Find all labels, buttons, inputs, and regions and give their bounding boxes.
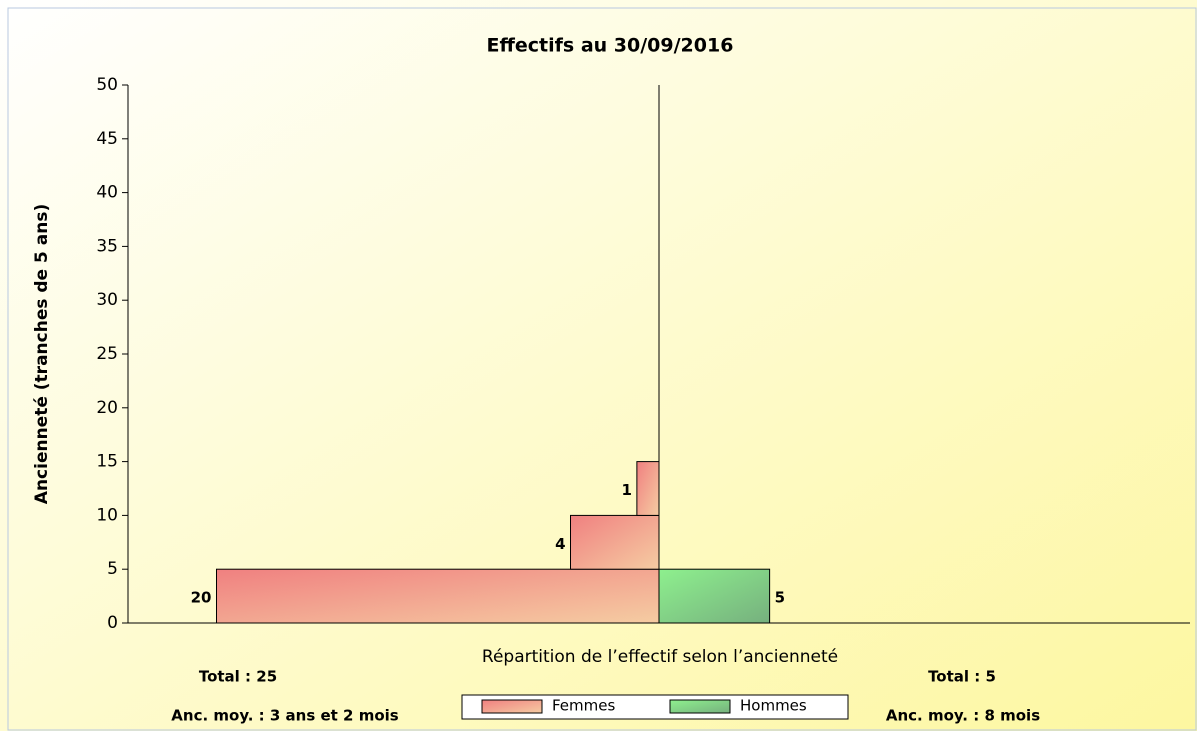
legend-swatch (481, 699, 543, 714)
data-label: 4 (555, 535, 565, 553)
y-tick-label: 30 (96, 290, 118, 310)
y-tick-label: 35 (96, 236, 118, 256)
data-label: 20 (191, 589, 212, 607)
y-tick-label: 50 (96, 75, 118, 95)
left-total: Total : 25 (199, 668, 277, 686)
right-total: Total : 5 (928, 668, 996, 686)
data-label: 1 (621, 481, 631, 499)
y-tick-label: 45 (96, 129, 118, 149)
right-average: Anc. moy. : 8 mois (886, 707, 1040, 725)
bar (658, 568, 771, 624)
data-label: 5 (775, 589, 785, 607)
frame (7, 7, 1197, 731)
y-tick-label: 5 (107, 559, 118, 579)
y-tick-label: 40 (96, 183, 118, 203)
bar (636, 461, 660, 516)
left-average: Anc. moy. : 3 ans et 2 mois (171, 707, 398, 725)
legend-swatch (669, 699, 731, 714)
y-axis-label: Ancienneté (tranches de 5 ans) (32, 204, 52, 504)
legend-label: Femmes (552, 697, 615, 715)
x-axis-label: Répartition de l’effectif selon l’ancien… (482, 647, 838, 667)
y-tick-label: 15 (96, 452, 118, 472)
legend-label: Hommes (740, 697, 807, 715)
bar (216, 568, 660, 624)
y-tick-label: 0 (107, 613, 118, 633)
y-tick-label: 25 (96, 344, 118, 364)
bar (570, 514, 660, 570)
chart-title: Effectifs au 30/09/2016 (487, 35, 734, 57)
y-tick-label: 10 (96, 505, 118, 525)
y-tick-label: 20 (96, 398, 118, 418)
